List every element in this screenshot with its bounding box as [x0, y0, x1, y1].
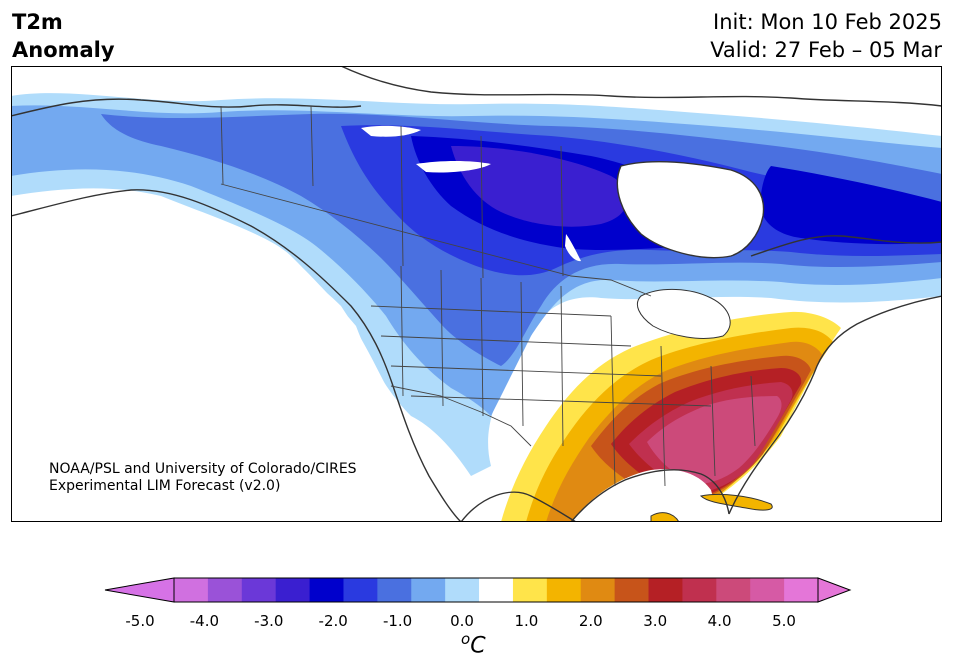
colorbar-tick-label: 4.0	[707, 612, 732, 630]
title-line-2: Anomaly	[12, 38, 115, 62]
arctic-ocean-white	[341, 66, 942, 106]
colorbar-segment	[411, 578, 446, 602]
colorbar-segment	[546, 578, 582, 602]
colorbar-over-triangle	[817, 577, 852, 603]
hudson-bay	[617, 161, 764, 258]
colorbar-segment	[750, 578, 785, 602]
credit-line-2: Experimental LIM Forecast (v2.0)	[49, 478, 281, 494]
colorbar-ticks: -5.0 -4.0 -3.0 -2.0 -1.0 0.0 1.0 2.0 3.0 4.0 5.0	[0, 612, 954, 632]
colorbar-segment	[580, 578, 616, 602]
colorbar-segment	[784, 578, 819, 602]
colorbar-tick-label: -2.0	[318, 612, 348, 630]
state-lines-2	[370, 305, 712, 407]
colorbar-under-triangle	[104, 577, 175, 603]
us-mexico-border	[390, 385, 532, 447]
colorbar-segment	[716, 578, 751, 602]
title-line-1: T2m	[12, 10, 63, 34]
init-date: Init: Mon 10 Feb 2025	[713, 10, 942, 34]
yucatan	[650, 512, 680, 522]
colorbar-tick-label: 2.0	[578, 612, 603, 630]
colorbar-segment	[614, 578, 650, 602]
colorbar-segment	[512, 578, 548, 602]
us-canada-border	[220, 183, 652, 297]
colorbar-segment	[377, 578, 412, 602]
water-masks	[11, 66, 942, 522]
colorbar-segment	[682, 578, 717, 602]
cuba	[699, 493, 773, 511]
atlantic-ocean-white	[731, 302, 942, 522]
colorbar-segment	[343, 578, 378, 602]
state-lines-3	[610, 315, 756, 487]
colorbar-segment	[309, 578, 344, 602]
colorbar-unit: oC	[461, 630, 486, 659]
colorbar-segment	[648, 578, 683, 602]
coastlines	[11, 66, 942, 522]
forecast-dates: Init: Mon 10 Feb 2025 Valid: 27 Feb – 05…	[710, 8, 942, 64]
map-title: T2m Anomaly	[12, 8, 115, 64]
great-lakes-area	[637, 288, 731, 339]
anomaly-band-deep-blue-east	[760, 166, 942, 245]
colorbar-segment	[445, 578, 480, 602]
lake-athabasca	[416, 161, 491, 173]
colorbar-segment	[275, 578, 311, 602]
lake-winnipeg	[565, 234, 581, 262]
political-borders	[220, 105, 756, 487]
valid-date: Valid: 27 Feb – 05 Mar	[710, 38, 942, 62]
colorbar	[104, 577, 852, 603]
colorbar-tick-label: -4.0	[189, 612, 220, 630]
colorbar-tick-label: 3.0	[643, 612, 668, 630]
colorbar-tick-label: 5.0	[772, 612, 796, 630]
pacific-ocean-white	[11, 212, 431, 522]
anomaly-band-indigo	[451, 146, 628, 227]
credit-line-1: NOAA/PSL and University of Colorado/CIRE…	[49, 461, 357, 477]
colorbar-tick-label: 1.0	[514, 612, 539, 630]
gulf-of-mexico-white	[571, 469, 713, 522]
colorbar-tick-label: -3.0	[254, 612, 284, 630]
colorbar-segment	[174, 578, 209, 602]
colorbar-segment	[207, 578, 243, 602]
colorbar-tick-label: 0.0	[450, 612, 474, 630]
colorbar-frame	[173, 577, 819, 603]
great-slave-lake	[361, 125, 421, 137]
map-frame	[11, 66, 942, 522]
alaska-border	[220, 105, 224, 185]
anomaly-map	[11, 66, 942, 522]
colorbar-segment	[479, 578, 514, 602]
colorbar-tick-label: -1.0	[382, 612, 413, 630]
anomaly-band-rose	[647, 396, 782, 484]
province-lines	[310, 105, 564, 279]
credit-text: NOAA/PSL and University of Colorado/CIRE…	[49, 461, 357, 495]
warm-anomaly-shading	[501, 311, 841, 522]
colorbar-tick-label: -5.0	[125, 612, 155, 630]
colorbar-segment	[241, 578, 277, 602]
